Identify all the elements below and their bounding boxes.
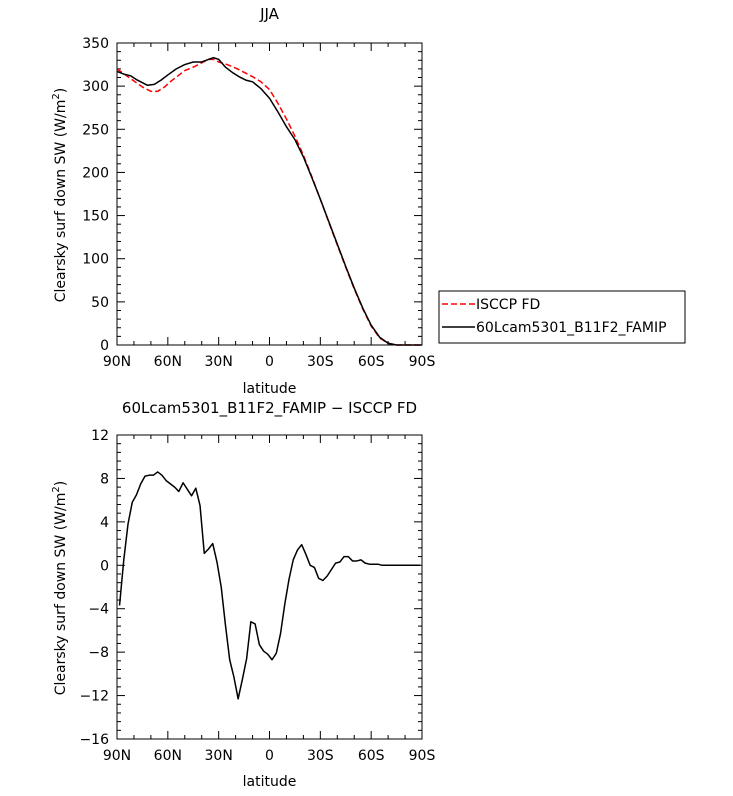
top-chart-y-tick-label: 200 (82, 165, 109, 181)
top-chart-x-tick-label: 60S (358, 354, 385, 370)
bottom-chart-x-tick-label: 60N (154, 748, 182, 764)
top-chart-x-tick-label: 0 (265, 354, 274, 370)
top-chart-lines (116, 56, 422, 346)
top-chart-y-tick-label: 350 (82, 36, 109, 52)
bottom-chart-series-line-0 (118, 471, 421, 700)
bottom-chart-y-tick-label: 4 (100, 515, 109, 531)
bottom-chart-y-tick-label: 8 (100, 471, 109, 487)
top-chart-series-line-0 (116, 58, 422, 346)
top-chart-x-tick-label: 90S (409, 354, 436, 370)
top-chart: JJA 90N 60N 30N 0 30S 60S 90S 0 50 100 150 200 250 3… (51, 5, 686, 397)
top-chart-y-tick-label: 150 (82, 209, 109, 225)
top-chart-y-tick-label: 50 (91, 295, 109, 311)
bottom-chart-y-tick-label: −8 (88, 645, 109, 661)
bottom-chart-title: 60Lcam5301_B11F2_FAMIP − ISCCP FD (122, 399, 417, 418)
top-chart-title: JJA (259, 5, 280, 23)
bottom-chart-y-tick-label: −4 (88, 602, 109, 618)
top-chart-y-axis-label: Clearsky surf down SW (W/m2) (51, 88, 69, 302)
top-chart-y-tick-label: 100 (82, 252, 109, 268)
top-chart-frame (116, 42, 423, 346)
bottom-chart-x-tick-label: 30N (205, 748, 233, 764)
top-chart-y-tick-label: 250 (82, 122, 109, 138)
top-chart-x-axis-label: latitude (243, 381, 297, 397)
top-chart-y-tick-labels: 0 50 100 150 200 250 300 350 (82, 36, 109, 354)
bottom-chart-x-tick-label: 90N (103, 748, 131, 764)
bottom-chart-x-tick-labels: 90N 60N 30N 0 30S 60S 90S (103, 748, 436, 764)
bottom-chart-x-tick-label: 30S (307, 748, 334, 764)
bottom-chart-y-tick-label: −16 (79, 732, 109, 748)
bottom-chart-x-tick-label: 0 (265, 748, 274, 764)
bottom-chart-frame (116, 434, 423, 740)
bottom-chart-x-tick-label: 90S (409, 748, 436, 764)
bottom-chart-y-axis-label: Clearsky surf down SW (W/m2) (51, 481, 69, 695)
bottom-chart-y-tick-labels: −16 −12 −8 −4 0 4 8 12 (79, 428, 109, 748)
bottom-chart-ticks (116, 434, 423, 740)
top-chart-x-tick-label: 60N (154, 354, 182, 370)
top-chart-x-tick-label: 30S (307, 354, 334, 370)
top-chart-y-tick-label: 300 (82, 79, 109, 95)
legend: ISCCP FD 60Lcam5301_B11F2_FAMIP (438, 290, 686, 344)
bottom-chart: 60Lcam5301_B11F2_FAMIP − ISCCP FD 90N 60N… (51, 399, 435, 790)
bottom-chart-lines (118, 471, 421, 700)
legend-label-model: 60Lcam5301_B11F2_FAMIP (476, 320, 667, 336)
top-chart-x-tick-label: 90N (103, 354, 131, 370)
bottom-chart-y-tick-label: 12 (91, 428, 109, 444)
legend-label-isccp: ISCCP FD (476, 297, 540, 313)
top-chart-ticks (116, 42, 423, 346)
bottom-chart-y-tick-label: −12 (79, 689, 109, 705)
top-chart-x-tick-label: 30N (205, 354, 233, 370)
bottom-chart-x-axis-label: latitude (243, 774, 297, 790)
legend-box (438, 290, 686, 344)
top-chart-series-line-1 (116, 56, 422, 346)
top-chart-y-tick-label: 0 (100, 338, 109, 354)
top-chart-x-tick-labels: 90N 60N 30N 0 30S 60S 90S (103, 354, 436, 370)
bottom-chart-y-tick-label: 0 (100, 558, 109, 574)
bottom-chart-x-tick-label: 60S (358, 748, 385, 764)
